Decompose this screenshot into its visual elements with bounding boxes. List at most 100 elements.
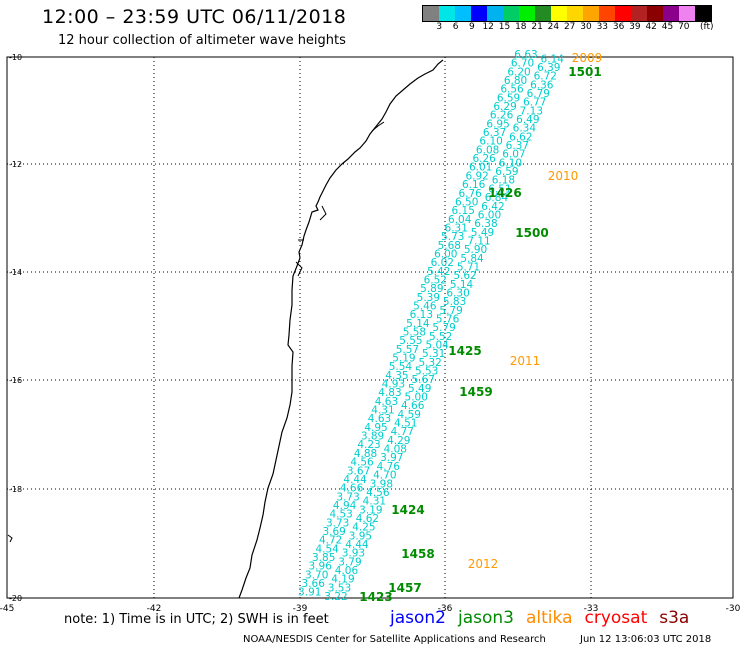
wave-height-label: 6.39 [537,62,560,74]
legend-swatch [487,6,503,21]
wave-height-label: 5.49 [471,227,494,239]
pass-time-label: 1500 [515,226,548,240]
lon-label: -39 [293,604,308,614]
pass-time-label: 1459 [459,385,492,399]
footnote: note: 1) Time is in UTC; 2) SWH is in fe… [64,612,329,627]
legend-swatch [615,6,631,21]
wave-height-label: 5.32 [418,357,441,369]
pass-time-label: 1423 [359,590,392,604]
lat-label: -16 [9,376,22,385]
wave-height-label: 4.54 [315,543,339,555]
coastline-detail [295,121,385,277]
wave-height-label: 5.90 [464,244,487,256]
wave-height-label: 4.59 [398,409,421,421]
legend-label: 18 [515,22,527,32]
wave-height-label: 3.66 [302,578,326,590]
color-scale-labels: 3 6 9 12 15 18 21 24 27 30 33 36 39 42 45 70 [422,22,740,36]
lon-label: -42 [147,604,162,614]
wave-height-label: 4.56 [366,487,390,499]
wave-height-label: 3.53 [328,582,351,594]
legend-swatch [551,6,567,21]
pass-time-label: 2010 [548,169,579,183]
pass-time-labels-altika: 2009 2010 2011 2012 [468,51,603,571]
lon-label: -30 [726,604,740,614]
legend-swatch [519,6,535,21]
wave-height-label: 6.02 [431,257,454,269]
wave-height-label: 4.25 [352,522,375,534]
wave-height-label: 5.71 [457,261,480,273]
satellite-name: cryosat [584,608,648,628]
lat-label: -20 [9,594,22,603]
wave-height-label: 3.22 [324,591,347,603]
lon-label: -45 [0,604,14,614]
wave-height-label: 5.14 [406,318,430,330]
wave-height-label: 6.72 [534,71,557,83]
wave-height-label: 6.51 [488,183,511,195]
pass-time-label: 1426 [488,186,521,200]
legend-swatch [423,6,439,21]
wave-height-label: 5.52 [429,331,452,343]
wave-height-label: 5.79 [439,305,462,317]
wave-height-label: 3.89 [361,431,384,443]
wave-height-label: 6.07 [502,149,525,161]
legend-label: 70 [678,22,690,32]
wave-height-label: 6.80 [504,75,527,87]
pass-time-label: 2012 [468,557,499,571]
legend-swatch [535,6,551,21]
wave-height-label: 6.26 [490,110,514,122]
pass-time-label: 1425 [448,344,481,358]
wave-height-label: 4.19 [331,574,354,586]
wave-height-label: 4.29 [387,435,410,447]
wave-height-label: 6.50 [455,196,478,208]
wave-height-label: 3.70 [305,569,328,581]
wave-height-label: 6.30 [446,287,469,299]
pass-time-label: 1424 [391,503,424,517]
wave-height-label: 4.83 [378,387,401,399]
wave-height-label: 4.06 [335,565,359,577]
wave-height-label: 5.49 [408,383,431,395]
wave-height-label: 4.08 [384,444,407,456]
legend-swatch [471,6,487,21]
wave-height-label: 4.23 [357,439,380,451]
legend-swatch [455,6,471,21]
wave-height-label: 3.19 [359,504,382,516]
wave-height-label: 6.56 [500,84,524,96]
wave-height-label: 6.29 [493,101,516,113]
wave-height-label: 6.92 [465,170,488,182]
wave-height-label: 3.98 [370,478,393,490]
wave-height-label: 6.36 [530,79,554,91]
wave-height-label: 3.93 [342,548,365,560]
legend-swatch [663,6,679,21]
wave-height-label: 4.63 [368,413,391,425]
wave-height-label: 3.95 [349,530,372,542]
wave-height-label: 5.46 [413,300,437,312]
wave-height-label: 3.73 [336,491,359,503]
wave-height-label: 6.38 [474,218,497,230]
wave-height-label: 5.76 [436,313,460,325]
color-scale-legend [422,5,712,22]
wave-height-label: 4.77 [391,426,414,438]
legend-label: 9 [469,22,475,32]
wave-height-label: 4.66 [401,400,425,412]
wave-height-label: 4.62 [356,513,379,525]
pass-time-label: 1457 [388,581,421,595]
wave-height-label: 4.66 [340,483,364,495]
wave-height-label: 4.93 [382,379,405,391]
map-subtitle: 12 hour collection of altimeter wave hei… [58,33,346,48]
wave-height-label: 6.77 [523,97,546,109]
wave-height-label: 4.72 [319,535,342,547]
wave-height-label: 4.76 [377,461,401,473]
wave-height-label: 3.79 [338,556,361,568]
wave-height-label: 5.31 [422,348,445,360]
wave-height-label: 6.15 [452,205,475,217]
wave-height-label: 7.13 [520,105,543,117]
legend-label: 33 [596,22,609,32]
wave-height-label: 4.35 [385,370,408,382]
wave-height-label: 6.31 [445,222,468,234]
wave-height-label: 5.68 [438,240,461,252]
lat-label: -12 [9,160,22,169]
wave-height-label: 6.52 [424,274,447,286]
wave-height-label: 6.59 [495,166,518,178]
pass-time-label: 1458 [401,547,434,561]
wave-height-label: 6.08 [476,144,499,156]
